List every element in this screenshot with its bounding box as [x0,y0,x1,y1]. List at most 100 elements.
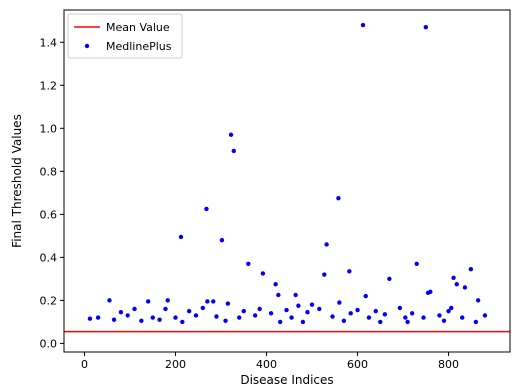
scatter-point [237,315,242,320]
scatter-point [482,313,488,318]
scatter-point [322,272,327,277]
scatter-point [228,132,234,137]
y-axis-label: Final Threshold Values [10,114,24,248]
y-tick-label: 0.4 [40,251,58,264]
scatter-point [348,311,353,316]
scatter-point [324,242,329,247]
scatter-point [387,276,392,282]
scatter-point [309,302,315,307]
scatter-point [421,315,426,320]
scatter-point [204,206,209,212]
scatter-point [95,315,101,320]
scatter-point [373,308,378,314]
scatter-point [118,310,124,315]
scatter-point [449,305,454,311]
scatter-point [132,306,137,312]
x-tick-label: 400 [256,358,277,371]
y-axis: 0.0 0.2 0.4 0.6 0.8 1.0 1.2 1.4 [40,36,64,350]
scatter-point [409,311,415,316]
plot-frame [63,9,511,353]
plot-background [64,10,510,352]
x-tick-label: 600 [347,358,368,371]
scatter-point [268,311,274,316]
scatter-point [468,266,474,272]
x-axis: 0 200 400 600 800 [81,352,459,371]
scatter-point [337,300,342,305]
x-axis-label: Disease Indices [240,373,333,387]
scatter-point [277,319,283,325]
scatter-point [382,312,388,317]
scatter-point [205,299,210,304]
scatter-point [87,316,93,321]
scatter-point [200,305,206,311]
scatter-point [347,269,352,274]
legend-medlineplus-label: MedlinePlus [106,40,172,53]
scatter-point [403,315,408,320]
scatter-point [405,319,410,325]
scatter-point [355,307,360,313]
scatter-point [225,301,231,306]
x-tick-label: 0 [81,358,88,371]
scatter-point [414,261,419,267]
scatter-point [186,308,192,314]
scatter-point [428,289,433,294]
scatter-point [223,318,228,324]
legend: Mean Value MedlinePlus [67,13,183,59]
scatter-point [336,196,341,201]
scatter-point [305,310,310,315]
scatter-point [363,293,368,299]
scatter-point [241,308,246,314]
scatter-point [460,315,465,320]
legend-box [67,13,183,59]
scatter-point [397,305,403,311]
scatter-point [473,319,479,325]
scatter-point [360,22,366,28]
scatter-point [246,261,251,267]
scatter-point [211,299,216,304]
scatter-point [145,299,151,304]
scatter-point [157,317,162,322]
scatter-point [330,314,335,319]
scatter-point [273,282,278,287]
scatter-point [150,315,155,320]
scatter-point [107,298,112,303]
scatter-point [165,298,170,303]
scatter-point [289,315,294,320]
scatter-point [260,271,266,276]
y-tick-label: 1.2 [40,79,58,92]
scatter-point [125,313,130,318]
y-tick-label: 0.2 [40,294,58,307]
scatter-point [317,306,322,312]
scatter-point [475,298,481,303]
y-tick-label: 0.8 [40,165,58,178]
legend-mean-label: Mean Value [106,21,170,34]
scatter-point [300,319,306,325]
scatter-point [139,318,144,324]
scatter-point [293,292,298,298]
scatter-point [173,315,178,320]
scatter-point [111,317,117,322]
points-layer [87,22,488,325]
y-tick-label: 0.0 [40,337,58,350]
scatter-point [193,313,199,318]
x-tick-label: 200 [165,358,186,371]
scatter-point [180,319,185,325]
scatter-point [214,314,219,319]
scatter-point [284,307,289,313]
scatter-point [366,315,372,320]
scatter-point [462,285,468,290]
scatter-point [423,25,429,30]
scatter-point [341,318,347,324]
scatter-point [252,313,258,318]
y-tick-label: 1.4 [40,36,58,49]
scatter-point [178,234,184,240]
scatter-point [219,237,225,243]
scatter-point [296,303,301,308]
x-tick-label: 800 [438,358,459,371]
scatter-point [231,148,236,154]
scatter-point [451,275,456,280]
scatter-point [441,318,447,324]
legend-medlineplus-swatch [84,43,90,49]
scatter-point [276,292,281,298]
